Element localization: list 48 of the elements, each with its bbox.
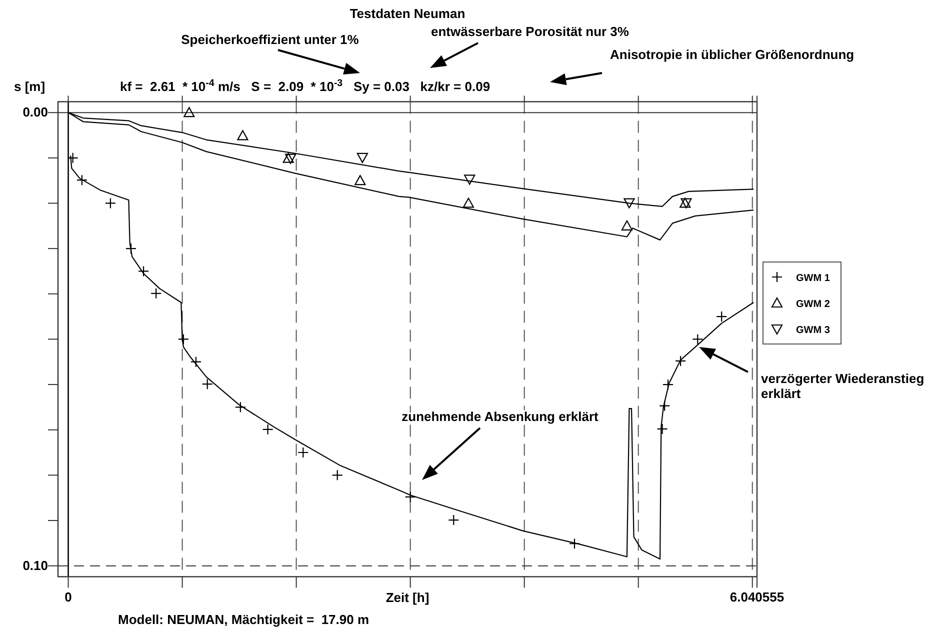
point — [656, 423, 668, 434]
point — [298, 446, 309, 458]
x-tick-label: 0 — [64, 590, 72, 605]
text: Modell: NEUMAN, Mächtigkeit = 17.90 m — [118, 612, 370, 627]
point — [464, 174, 476, 185]
y-axis-title: s [m] — [14, 79, 46, 94]
point — [104, 198, 116, 209]
point — [202, 378, 213, 390]
point — [285, 154, 296, 164]
point — [76, 174, 88, 186]
point — [332, 470, 343, 481]
point — [125, 243, 137, 254]
point — [662, 378, 674, 390]
point — [237, 130, 248, 140]
chart-title: Testdaten Neuman — [350, 6, 466, 21]
text: Anisotropie in üblicher Größenordnung — [610, 47, 854, 62]
point — [448, 514, 460, 526]
point — [150, 288, 162, 299]
point — [692, 334, 704, 345]
point — [462, 198, 474, 208]
point — [621, 220, 633, 230]
text: entwässerbare Porosität nur 3% — [431, 24, 630, 39]
y-tick-label: 0.10 — [22, 558, 48, 573]
annotation: zunehmende Absenkung erklärt — [402, 409, 600, 424]
x-tick-label: 6.040555 — [730, 590, 784, 605]
point — [138, 266, 150, 277]
legend-label: GWM 1 — [796, 273, 830, 284]
point — [624, 198, 635, 208]
text: Speicherkoeffizient unter 1% — [181, 32, 360, 47]
point — [404, 491, 416, 502]
point — [354, 175, 366, 186]
x-axis-title: Zeit [h] — [386, 590, 430, 605]
legend-label: GWM 3 — [796, 325, 830, 336]
legend-label: GWM 2 — [796, 299, 830, 310]
point — [234, 402, 246, 413]
y-tick-label: 0.00 — [22, 104, 48, 120]
point — [716, 310, 728, 322]
point — [568, 538, 580, 550]
point — [282, 152, 294, 163]
point — [67, 152, 78, 164]
text: kf = 2.61 * 10$^{-4}$ m/s S = 2.09 * 10$^{-3}$ Sy = 0.03 kz/kr = 0.09 — [120, 78, 490, 94]
point — [356, 152, 368, 163]
point — [262, 424, 274, 435]
point — [674, 355, 686, 367]
text: verzögerter Wiederanstieg erklärt — [761, 371, 924, 401]
point — [178, 334, 189, 345]
point — [184, 107, 195, 118]
point — [190, 356, 202, 368]
